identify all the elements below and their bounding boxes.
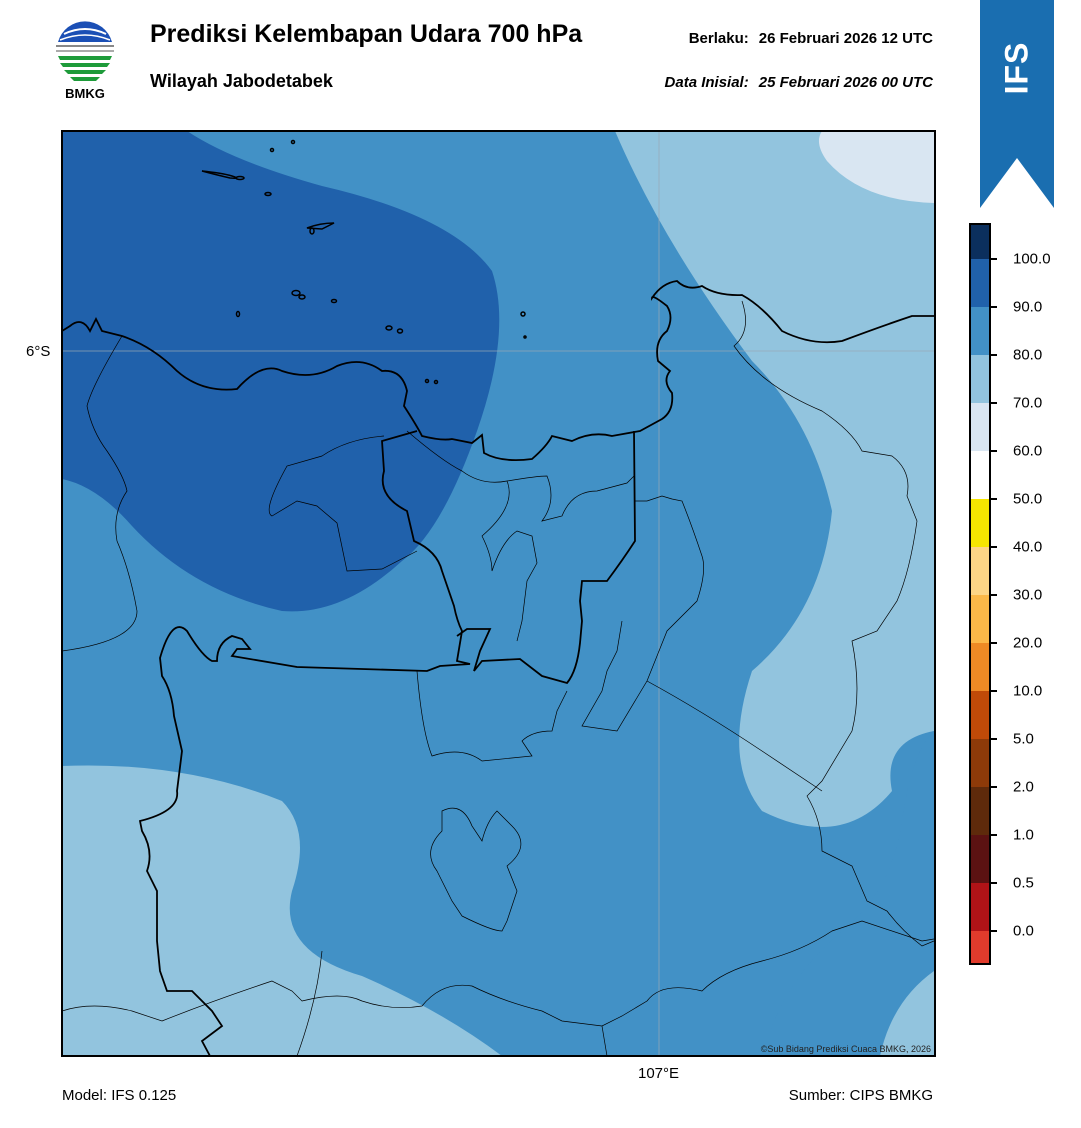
colorbar-label: 2.0: [1013, 778, 1034, 796]
valid-time-label: Berlaku:: [688, 30, 749, 47]
init-time-value: 25 Februari 2026 00 UTC: [758, 74, 933, 91]
colorbar-label: 100.0: [1013, 250, 1051, 268]
model-ribbon: IFS: [980, 0, 1054, 208]
colorbar-tick: [991, 402, 997, 404]
colorbar-segment: [969, 355, 991, 403]
colorbar-label: 0.5: [1013, 874, 1034, 892]
colorbar-tick: [991, 258, 997, 260]
colorbar-tick: [991, 642, 997, 644]
colorbar-tick: [991, 738, 997, 740]
colorbar-tick: [991, 498, 997, 500]
colorbar-tick: [991, 306, 997, 308]
humidity-zone-70-80-southeast: [762, 731, 934, 1056]
logo-label: BMKG: [65, 86, 105, 101]
humidity-zone-50-60-northeast: [818, 131, 934, 203]
humidity-zone-60-70-southwest: [62, 765, 502, 1056]
colorbar-tick: [991, 690, 997, 692]
colorbar-label: 20.0: [1013, 634, 1043, 652]
bmkg-logo: BMKG: [52, 20, 118, 104]
colorbar: [969, 177, 991, 965]
colorbar-segment: [969, 547, 991, 595]
page-title: Prediksi Kelembapan Udara 700 hPa: [150, 20, 583, 48]
colorbar-tick: [991, 450, 997, 452]
colorbar-segment: [969, 883, 991, 931]
colorbar-label: 90.0: [1013, 298, 1043, 316]
colorbar-label: 60.0: [1013, 442, 1043, 460]
colorbar-tick: [991, 594, 997, 596]
colorbar-tick: [991, 786, 997, 788]
colorbar-segment: [969, 931, 991, 965]
latitude-label: 6°S: [26, 343, 51, 360]
colorbar-segment: [969, 739, 991, 787]
colorbar-segment: [969, 643, 991, 691]
colorbar-label: 1.0: [1013, 826, 1034, 844]
province-boundaries: [138, 430, 636, 1056]
data-source: Sumber: CIPS BMKG: [788, 1087, 933, 1104]
humidity-zone-60-70-southeast: [880, 971, 934, 1056]
colorbar-segment: [969, 835, 991, 883]
colorbar-segment: [969, 691, 991, 739]
valid-time: Berlaku: 26 Februari 2026 12 UTC: [689, 30, 933, 47]
colorbar-label: 70.0: [1013, 394, 1043, 412]
thousand-islands: [201, 139, 527, 385]
longitude-label: 107°E: [638, 1065, 680, 1082]
colorbar-label: 30.0: [1013, 586, 1043, 604]
colorbar-segment: [969, 211, 991, 259]
page-subtitle: Wilayah Jabodetabek: [150, 71, 333, 91]
colorbar-label: 10.0: [1013, 682, 1043, 700]
coastline: [62, 280, 934, 462]
map-credit: ©Sub Bidang Prediksi Cuaca BMKG, 2026: [760, 1044, 931, 1054]
valid-time-value: 26 Februari 2026 12 UTC: [758, 30, 933, 47]
colorbar-label: 5.0: [1013, 730, 1034, 748]
init-time: Data Inisial: 25 Februari 2026 00 UTC: [665, 74, 933, 91]
humidity-map: [62, 131, 934, 1056]
colorbar-tick: [991, 354, 997, 356]
regency-boundaries: [62, 300, 934, 1056]
colorbar-segment: [969, 787, 991, 835]
colorbar-label: 40.0: [1013, 538, 1043, 556]
init-time-label: Data Inisial:: [664, 74, 749, 91]
colorbar-scale: [969, 177, 991, 965]
colorbar-segment: [969, 499, 991, 547]
ribbon-shape: [980, 0, 1054, 208]
colorbar-tick: [991, 882, 997, 884]
bmkg-emblem-icon: [55, 21, 115, 83]
colorbar-segment: [969, 595, 991, 643]
model-info: Model: IFS 0.125: [62, 1087, 177, 1104]
colorbar-segment: [969, 403, 991, 451]
colorbar-tick: [991, 546, 997, 548]
colorbar-label: 80.0: [1013, 346, 1043, 364]
colorbar-label: 0.0: [1013, 922, 1034, 940]
colorbar-segment: [969, 259, 991, 307]
model-badge: IFS: [998, 41, 1035, 95]
colorbar-tick: [991, 834, 997, 836]
colorbar-segment: [969, 307, 991, 355]
colorbar-segment: [969, 451, 991, 499]
colorbar-label: 50.0: [1013, 490, 1043, 508]
colorbar-tick: [991, 930, 997, 932]
humidity-map-canvas: [62, 131, 934, 1056]
